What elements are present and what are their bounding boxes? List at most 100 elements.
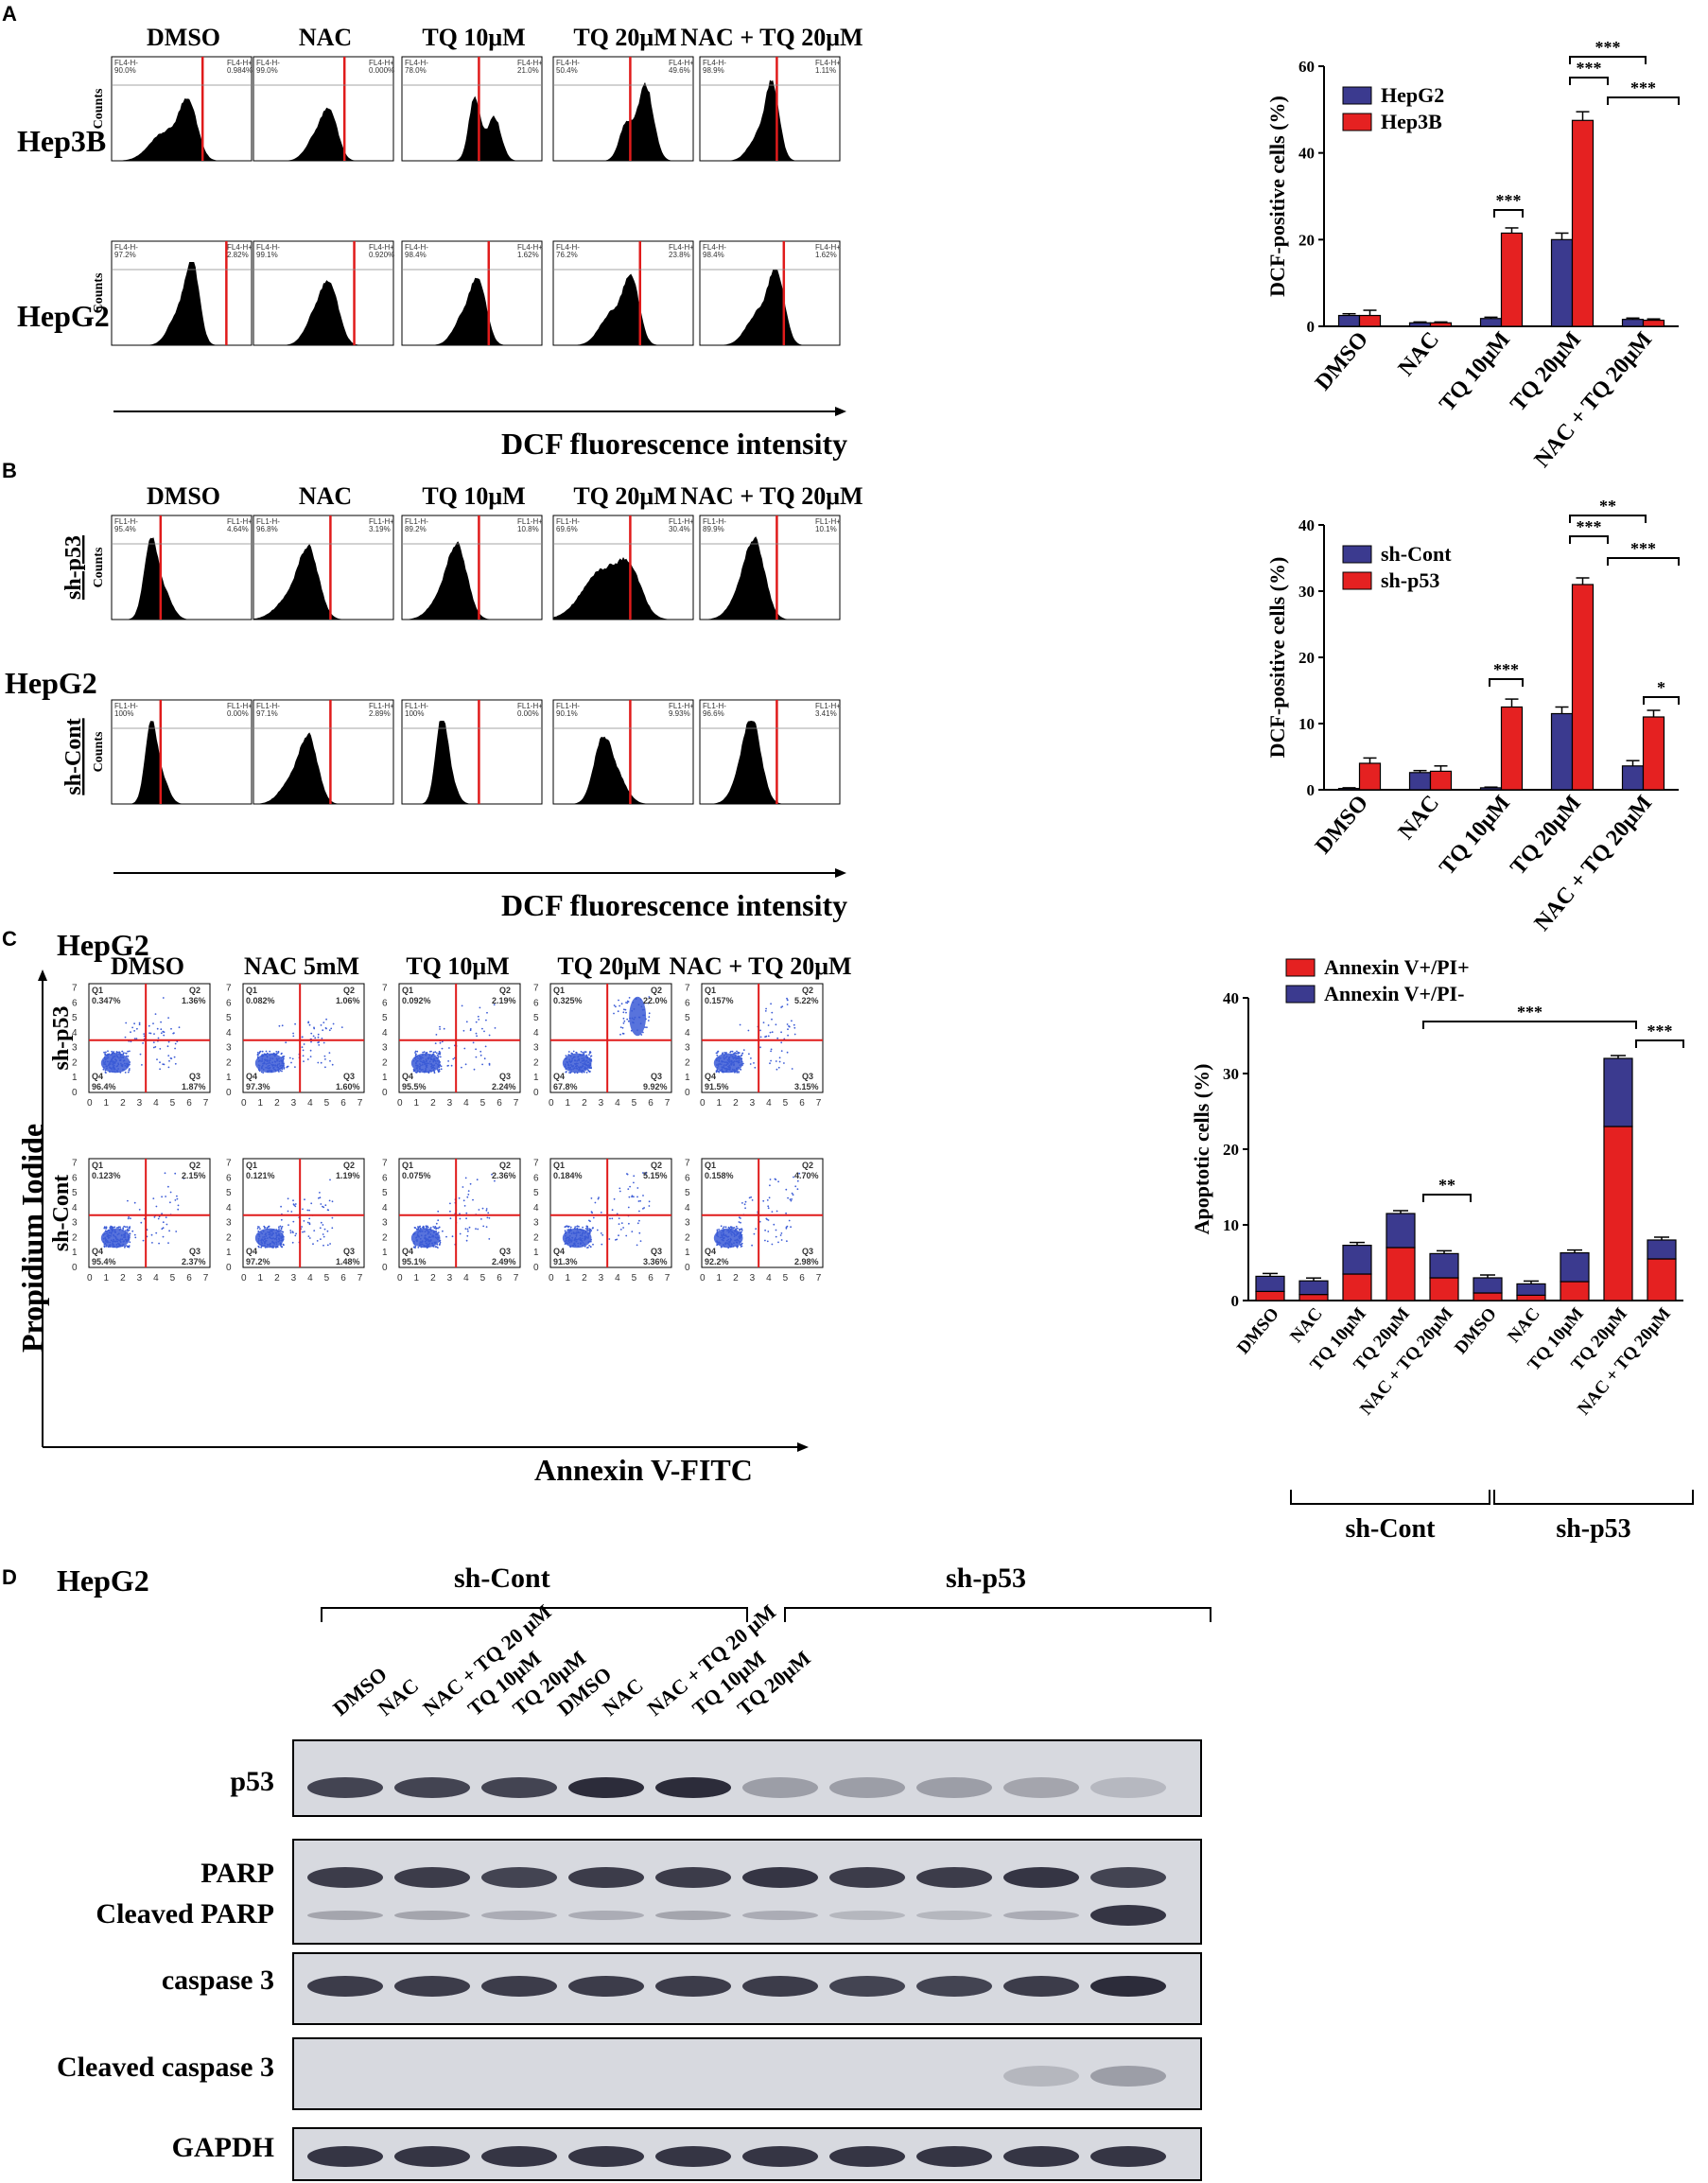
dotplot-frame [242, 983, 365, 1093]
dot [771, 1243, 774, 1246]
significance-bracket [1607, 96, 1680, 105]
dot [256, 1228, 259, 1230]
y-tick-exp: 4 [382, 1203, 388, 1214]
dot [751, 1244, 753, 1247]
dot [413, 1227, 416, 1229]
chart-category-label: DMSO [1311, 327, 1373, 395]
dot [268, 1225, 270, 1228]
x-tick-exp: 6 [186, 1273, 192, 1284]
histogram-fill [700, 721, 840, 804]
panel-a-x-arrow-head [835, 407, 846, 416]
gate-value-pos: 4.64% [227, 525, 249, 533]
legend-label: Annexin V+/PI+ [1324, 955, 1470, 979]
dot [566, 1071, 567, 1073]
bar-Annexin V+/PI- [1342, 1244, 1372, 1275]
dot [731, 1050, 734, 1053]
y-tick-exp: 6 [72, 1173, 78, 1183]
dot [301, 1036, 304, 1039]
dot-cluster [713, 1053, 743, 1074]
wb-row-label: caspase 3 [162, 1965, 274, 1996]
x-tick-exp: 0 [700, 1098, 706, 1109]
y-tick-exp: 0 [685, 1263, 690, 1273]
dot [648, 1012, 651, 1015]
panel-c-x-arrow-head [797, 1442, 809, 1452]
q1-label: Q1 [402, 1161, 413, 1170]
dot [282, 1056, 284, 1057]
x-tick-exp: 5 [632, 1273, 637, 1284]
gate-name-pos: FL1-H+ [815, 517, 841, 526]
dot [322, 1022, 325, 1023]
dot [309, 1056, 312, 1057]
dot [138, 1209, 141, 1211]
chart-category-label: DMSO [1233, 1304, 1283, 1358]
dot [733, 1052, 736, 1055]
dot [790, 1199, 793, 1202]
bar-sh-p53 [1500, 706, 1524, 791]
bar-Annexin V+/PI+ [1342, 1273, 1372, 1301]
wb-row-label: Cleaved PARP [96, 1898, 274, 1930]
y-tick-exp: 4 [72, 1028, 78, 1039]
q1-value: 0.082% [246, 996, 275, 1005]
dot [787, 1028, 789, 1031]
dot [143, 1035, 146, 1038]
chart-category-label: NAC [1394, 791, 1444, 845]
dotplot-frame [242, 1158, 365, 1268]
histogram-fill [253, 280, 393, 345]
dot [447, 1060, 449, 1062]
dot-cluster [410, 1053, 441, 1074]
chart-y-tick-label: 10 [1223, 1216, 1239, 1234]
dot [627, 1188, 630, 1190]
dot [128, 1229, 131, 1231]
dot [281, 1070, 283, 1073]
q4-label: Q4 [705, 1072, 716, 1081]
panel-b-col-header: TQ 20μM [573, 482, 676, 510]
dot [294, 1205, 297, 1208]
y-tick-exp: 3 [685, 1043, 690, 1054]
dot [588, 1230, 591, 1232]
dot [461, 1004, 463, 1007]
wb-band [394, 1976, 470, 1997]
dot [477, 1015, 479, 1018]
dot [279, 1070, 282, 1072]
dot [461, 1066, 462, 1069]
wb-band [742, 1976, 818, 1997]
dot [302, 1231, 304, 1233]
histogram-fill [553, 81, 693, 161]
dot [622, 1033, 625, 1035]
dot [329, 1059, 331, 1062]
dot [163, 1063, 166, 1066]
dot [636, 1244, 638, 1247]
wb-band [394, 1911, 470, 1920]
q1-label: Q1 [705, 1161, 716, 1170]
dot [105, 1227, 108, 1230]
dot [617, 1010, 619, 1013]
y-tick-exp: 2 [72, 1232, 78, 1243]
dot [281, 1052, 283, 1055]
dot [648, 996, 651, 998]
dot [777, 1241, 779, 1244]
histogram-fill [253, 544, 393, 620]
gate-value-pos: 0.920% [369, 251, 394, 259]
q4-label: Q4 [705, 1247, 716, 1256]
x-tick-exp: 3 [447, 1098, 453, 1109]
dot [780, 1239, 783, 1241]
dot [771, 1211, 774, 1213]
dot [446, 1065, 449, 1067]
bar-Annexin V+/PI- [1429, 1252, 1459, 1279]
histogram-fill [402, 541, 542, 620]
q3-label: Q3 [802, 1072, 813, 1081]
chart-category-group: NAC [1394, 327, 1444, 381]
y-tick-exp: 7 [226, 1159, 232, 1169]
dot [582, 1226, 584, 1229]
dot [445, 1235, 447, 1238]
dot [414, 1050, 417, 1053]
dot [732, 1227, 735, 1230]
histogram-fill [112, 537, 252, 620]
x-tick-exp: 4 [307, 1273, 313, 1284]
dot [280, 1218, 283, 1221]
dot [465, 1239, 468, 1242]
dot [618, 999, 619, 1002]
x-tick-exp: 7 [203, 1273, 209, 1284]
panel-b-row-label-group: sh-Cont [61, 718, 86, 795]
